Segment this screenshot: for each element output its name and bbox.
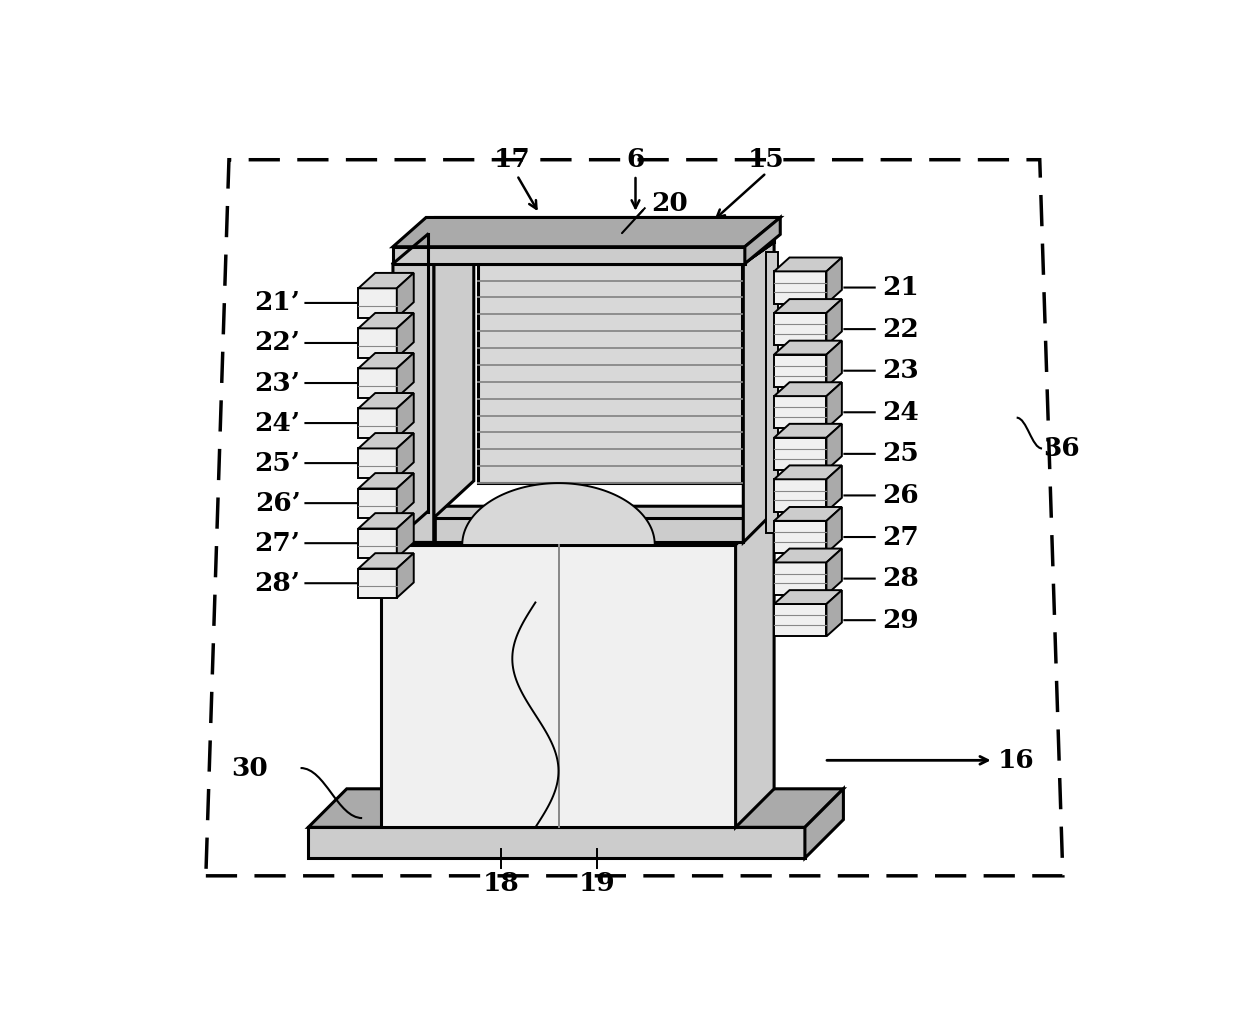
Text: 24’: 24’ [254, 410, 300, 436]
Text: 22: 22 [882, 317, 919, 342]
Polygon shape [745, 218, 780, 264]
Text: 26’: 26’ [254, 491, 300, 516]
Polygon shape [774, 396, 826, 429]
Text: 23: 23 [882, 358, 919, 384]
Polygon shape [826, 424, 842, 470]
Polygon shape [358, 393, 414, 408]
Polygon shape [774, 341, 842, 355]
Polygon shape [826, 341, 842, 387]
Polygon shape [397, 242, 774, 264]
Text: 29: 29 [882, 608, 919, 632]
Polygon shape [393, 247, 745, 264]
Polygon shape [774, 507, 842, 521]
Polygon shape [358, 448, 397, 478]
Text: 20: 20 [651, 191, 688, 216]
Text: 18: 18 [482, 871, 520, 896]
Polygon shape [358, 569, 397, 597]
Polygon shape [774, 271, 826, 304]
Polygon shape [774, 313, 826, 346]
Polygon shape [382, 544, 735, 828]
Text: 30: 30 [231, 756, 268, 781]
Text: 28’: 28’ [254, 571, 300, 595]
Text: 24: 24 [882, 400, 919, 425]
Polygon shape [743, 242, 774, 542]
Polygon shape [358, 514, 414, 529]
Polygon shape [397, 473, 414, 518]
Polygon shape [358, 288, 397, 317]
Polygon shape [826, 548, 842, 594]
Polygon shape [826, 258, 842, 304]
Polygon shape [358, 328, 397, 358]
Polygon shape [397, 242, 435, 542]
Polygon shape [774, 299, 842, 313]
Polygon shape [397, 236, 774, 264]
Text: 21: 21 [882, 275, 919, 300]
Polygon shape [826, 465, 842, 512]
Polygon shape [826, 507, 842, 553]
Polygon shape [393, 247, 434, 542]
Text: 26: 26 [882, 483, 919, 508]
Polygon shape [774, 258, 842, 271]
Polygon shape [358, 313, 414, 328]
Polygon shape [826, 590, 842, 636]
Polygon shape [358, 433, 414, 448]
Polygon shape [358, 408, 397, 438]
Polygon shape [743, 233, 774, 264]
Text: 15: 15 [748, 147, 785, 172]
Polygon shape [774, 479, 826, 512]
Polygon shape [434, 247, 474, 518]
Polygon shape [826, 299, 842, 346]
Polygon shape [358, 273, 414, 288]
Polygon shape [397, 433, 414, 478]
Text: 19: 19 [579, 871, 615, 896]
Polygon shape [774, 465, 842, 479]
Text: 25’: 25’ [254, 450, 300, 476]
Text: 25: 25 [882, 441, 919, 466]
Polygon shape [463, 483, 655, 544]
Polygon shape [397, 273, 414, 317]
Polygon shape [397, 353, 414, 398]
Text: 23’: 23’ [254, 370, 300, 396]
Text: 22’: 22’ [254, 330, 300, 355]
Polygon shape [358, 353, 414, 368]
Polygon shape [826, 383, 842, 429]
Polygon shape [358, 529, 397, 558]
Polygon shape [477, 264, 742, 483]
Polygon shape [397, 553, 414, 597]
Text: 17: 17 [494, 147, 531, 172]
Polygon shape [774, 438, 826, 470]
Text: 27’: 27’ [254, 531, 300, 555]
Polygon shape [397, 313, 414, 358]
Polygon shape [774, 424, 842, 438]
Polygon shape [735, 506, 774, 828]
Polygon shape [766, 252, 777, 533]
Polygon shape [393, 218, 780, 247]
Text: 16: 16 [997, 748, 1034, 772]
Polygon shape [309, 789, 843, 828]
Polygon shape [774, 563, 826, 594]
Polygon shape [358, 553, 414, 569]
Polygon shape [774, 590, 842, 604]
Polygon shape [358, 473, 414, 489]
Text: 36: 36 [1044, 436, 1080, 461]
Polygon shape [397, 393, 414, 438]
Polygon shape [397, 514, 414, 558]
Polygon shape [774, 521, 826, 553]
Polygon shape [774, 604, 826, 636]
Polygon shape [382, 506, 774, 544]
Text: 6: 6 [626, 147, 645, 172]
Text: 21’: 21’ [254, 291, 300, 315]
Polygon shape [805, 789, 843, 858]
Polygon shape [358, 489, 397, 518]
Text: 28: 28 [882, 566, 919, 591]
Polygon shape [435, 218, 774, 242]
Text: 27: 27 [882, 525, 919, 549]
Polygon shape [358, 368, 397, 398]
Polygon shape [397, 242, 774, 264]
Polygon shape [774, 548, 842, 563]
Polygon shape [774, 383, 842, 396]
Polygon shape [309, 828, 805, 858]
Polygon shape [774, 355, 826, 387]
Polygon shape [397, 518, 743, 542]
